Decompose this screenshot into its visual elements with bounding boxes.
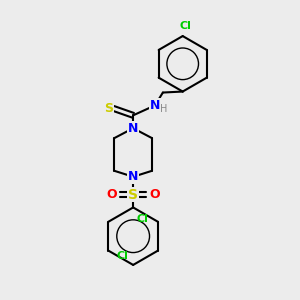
Text: N: N bbox=[150, 99, 160, 112]
Text: Cl: Cl bbox=[180, 21, 192, 31]
Text: H: H bbox=[160, 104, 168, 114]
Text: O: O bbox=[106, 188, 117, 201]
Text: N: N bbox=[128, 122, 138, 135]
Text: S: S bbox=[104, 102, 113, 115]
Text: Cl: Cl bbox=[116, 250, 128, 260]
Text: S: S bbox=[128, 188, 138, 202]
Text: N: N bbox=[128, 170, 138, 183]
Text: O: O bbox=[150, 188, 160, 201]
Text: Cl: Cl bbox=[136, 214, 148, 224]
